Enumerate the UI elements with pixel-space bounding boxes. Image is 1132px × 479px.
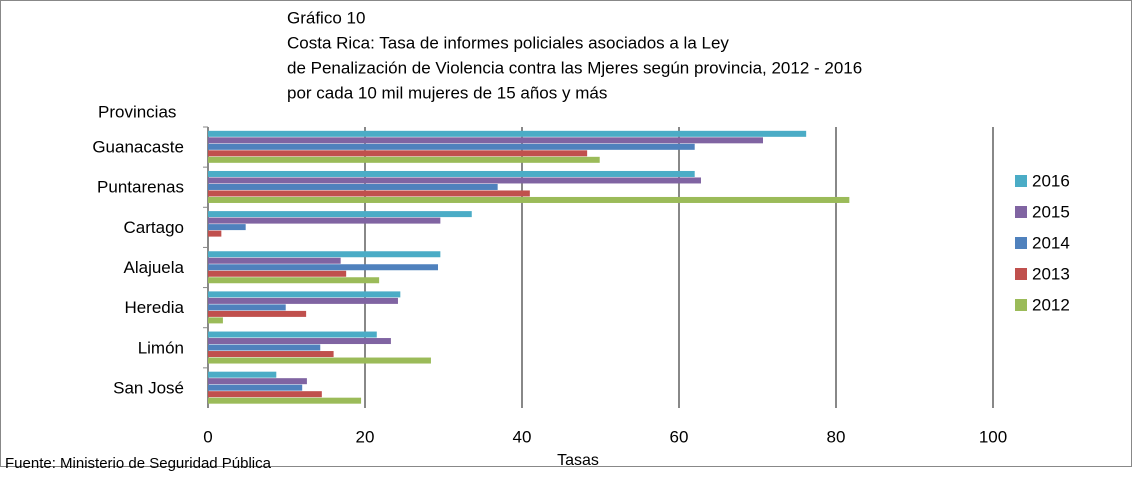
- bar: [208, 304, 286, 311]
- x-tick-label: 0: [203, 427, 212, 446]
- bar: [208, 183, 498, 190]
- bar: [208, 257, 341, 264]
- bar: [208, 391, 322, 398]
- x-tick-label: 20: [356, 427, 375, 446]
- bar: [208, 264, 439, 271]
- y-tick-label: Heredia: [124, 298, 184, 317]
- x-tick-label: 80: [827, 427, 846, 446]
- bar: [208, 224, 246, 231]
- y-tick-label: Limón: [138, 338, 184, 357]
- legend-label: 2014: [1032, 233, 1070, 252]
- y-axis-label: Provincias: [98, 102, 176, 121]
- legend-swatch: [1015, 206, 1027, 218]
- bar: [208, 270, 347, 277]
- bar: [208, 331, 377, 338]
- bar: [208, 378, 307, 385]
- bar: [208, 277, 380, 284]
- y-tick-label: Alajuela: [124, 258, 185, 277]
- source-note: Fuente: Ministerio de Seguridad Pública: [5, 455, 272, 472]
- bar: [208, 190, 530, 197]
- legend-label: 2015: [1032, 202, 1070, 221]
- bar: [208, 150, 588, 157]
- legend-label: 2012: [1032, 295, 1070, 314]
- bar: [208, 143, 695, 150]
- legend-swatch: [1015, 299, 1027, 311]
- bar: [208, 291, 401, 298]
- bar: [208, 230, 222, 237]
- frame: [0, 0, 1132, 467]
- legend-swatch: [1015, 268, 1027, 280]
- chart-title: por cada 10 mil mujeres de 15 años y más: [287, 83, 607, 102]
- x-tick-label: 100: [979, 427, 1007, 446]
- bar: [208, 130, 807, 137]
- bar: [208, 310, 307, 317]
- x-tick-label: 60: [670, 427, 689, 446]
- bar: [208, 251, 441, 258]
- bar: [208, 384, 303, 391]
- bar: [208, 338, 391, 345]
- chart-title: de Penalización de Violencia contra las …: [287, 58, 862, 77]
- bar: [208, 217, 441, 224]
- bar: [208, 371, 277, 378]
- bar: [208, 317, 223, 324]
- bar: [208, 196, 850, 203]
- x-tick-label: 40: [513, 427, 532, 446]
- bar: [208, 351, 334, 358]
- legend-swatch: [1015, 175, 1027, 187]
- chart-title: Costa Rica: Tasa de informes policiales …: [287, 33, 729, 52]
- y-tick-label: Cartago: [124, 218, 184, 237]
- x-axis-label: Tasas: [557, 452, 599, 469]
- legend-label: 2016: [1032, 171, 1070, 190]
- bar: [208, 211, 472, 218]
- legend-swatch: [1015, 237, 1027, 249]
- bar: [208, 137, 763, 144]
- y-tick-label: Guanacaste: [92, 138, 184, 157]
- bar: [208, 177, 701, 184]
- bar: [208, 357, 431, 364]
- y-tick-label: Puntarenas: [97, 178, 184, 197]
- bar: [208, 297, 398, 304]
- bar: [208, 170, 695, 177]
- y-tick-label: San José: [113, 378, 184, 397]
- bar: [208, 344, 321, 351]
- bar: [208, 156, 600, 163]
- chart-title: Gráfico 10: [287, 8, 365, 27]
- legend-label: 2013: [1032, 264, 1070, 283]
- bar: [208, 397, 362, 404]
